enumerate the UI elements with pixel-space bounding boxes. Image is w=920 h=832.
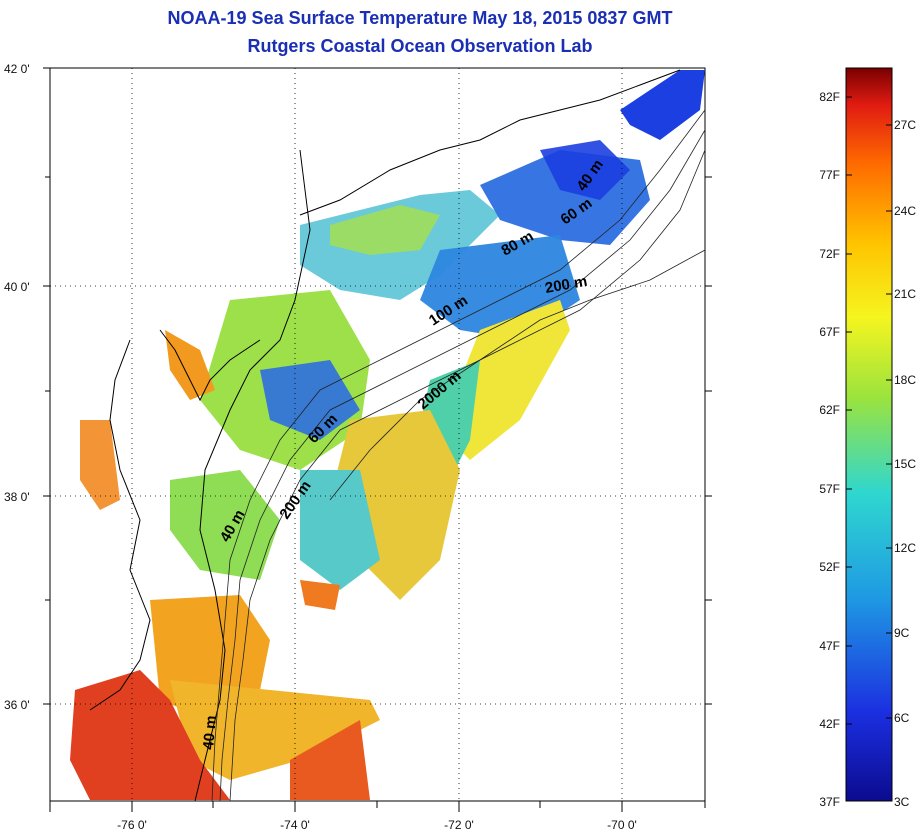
axis-ticks <box>43 67 712 812</box>
colorbar <box>845 67 893 802</box>
coastline <box>159 329 261 402</box>
x-tick-label: -76 0' <box>117 818 147 832</box>
sst-patch <box>540 140 630 200</box>
isobath-line <box>329 249 705 501</box>
sst-patch <box>80 420 120 510</box>
colorbar-f-label: 62F <box>819 403 840 417</box>
sst-patch <box>330 205 440 255</box>
coastline <box>89 339 151 711</box>
isobath-line <box>219 129 705 801</box>
colorbar-f-label: 82F <box>819 90 840 104</box>
y-tick-label: 42 0' <box>4 62 30 76</box>
colorbar-c-label: 3C <box>894 795 910 809</box>
lat-lon-grid <box>50 68 705 801</box>
colorbar-f-label: 47F <box>819 639 840 653</box>
y-tick-label: 36 0' <box>4 698 30 712</box>
colorbar-c-label: 24C <box>894 204 916 218</box>
colorbar-f-label: 67F <box>819 325 840 339</box>
colorbar-c-label: 15C <box>894 457 916 471</box>
isobath-line <box>229 149 705 801</box>
colorbar-c-label: 9C <box>894 626 910 640</box>
x-tick-label: -70 0' <box>607 818 637 832</box>
sst-patch <box>165 330 215 400</box>
sst-patch <box>260 360 360 440</box>
isobath-line <box>211 109 705 801</box>
colorbar-f-label: 72F <box>819 247 840 261</box>
contour-label: 40 m <box>200 715 220 751</box>
sst-patch <box>300 470 380 590</box>
sst-patch <box>620 70 705 140</box>
colorbar-c-label: 18C <box>894 373 916 387</box>
colorbar-c-label: 6C <box>894 711 910 725</box>
map-subtitle: Rutgers Coastal Ocean Observation Lab <box>247 36 593 56</box>
sst-patch <box>170 470 280 580</box>
y-tick-label: 38 0' <box>4 490 30 504</box>
map-title: NOAA-19 Sea Surface Temperature May 18, … <box>167 8 673 28</box>
sst-patch <box>70 670 230 800</box>
colorbar-f-label: 37F <box>819 795 840 809</box>
colorbar-c-label: 21C <box>894 287 916 301</box>
sst-patch <box>300 580 340 610</box>
y-tick-label: 40 0' <box>4 280 30 294</box>
colorbar-c-label: 12C <box>894 541 916 555</box>
x-tick-label: -74 0' <box>280 818 310 832</box>
colorbar-c-label: 27C <box>894 118 916 132</box>
colorbar-f-label: 52F <box>819 560 840 574</box>
colorbar-f-label: 77F <box>819 168 840 182</box>
x-tick-label: -72 0' <box>444 818 474 832</box>
colorbar-f-label: 57F <box>819 482 840 496</box>
colorbar-f-label: 42F <box>819 717 840 731</box>
sst-patch <box>290 720 370 800</box>
coastline <box>194 149 311 801</box>
colorbar-ticks <box>846 96 892 725</box>
coastline <box>299 69 681 216</box>
sst-data-layer <box>50 68 705 801</box>
